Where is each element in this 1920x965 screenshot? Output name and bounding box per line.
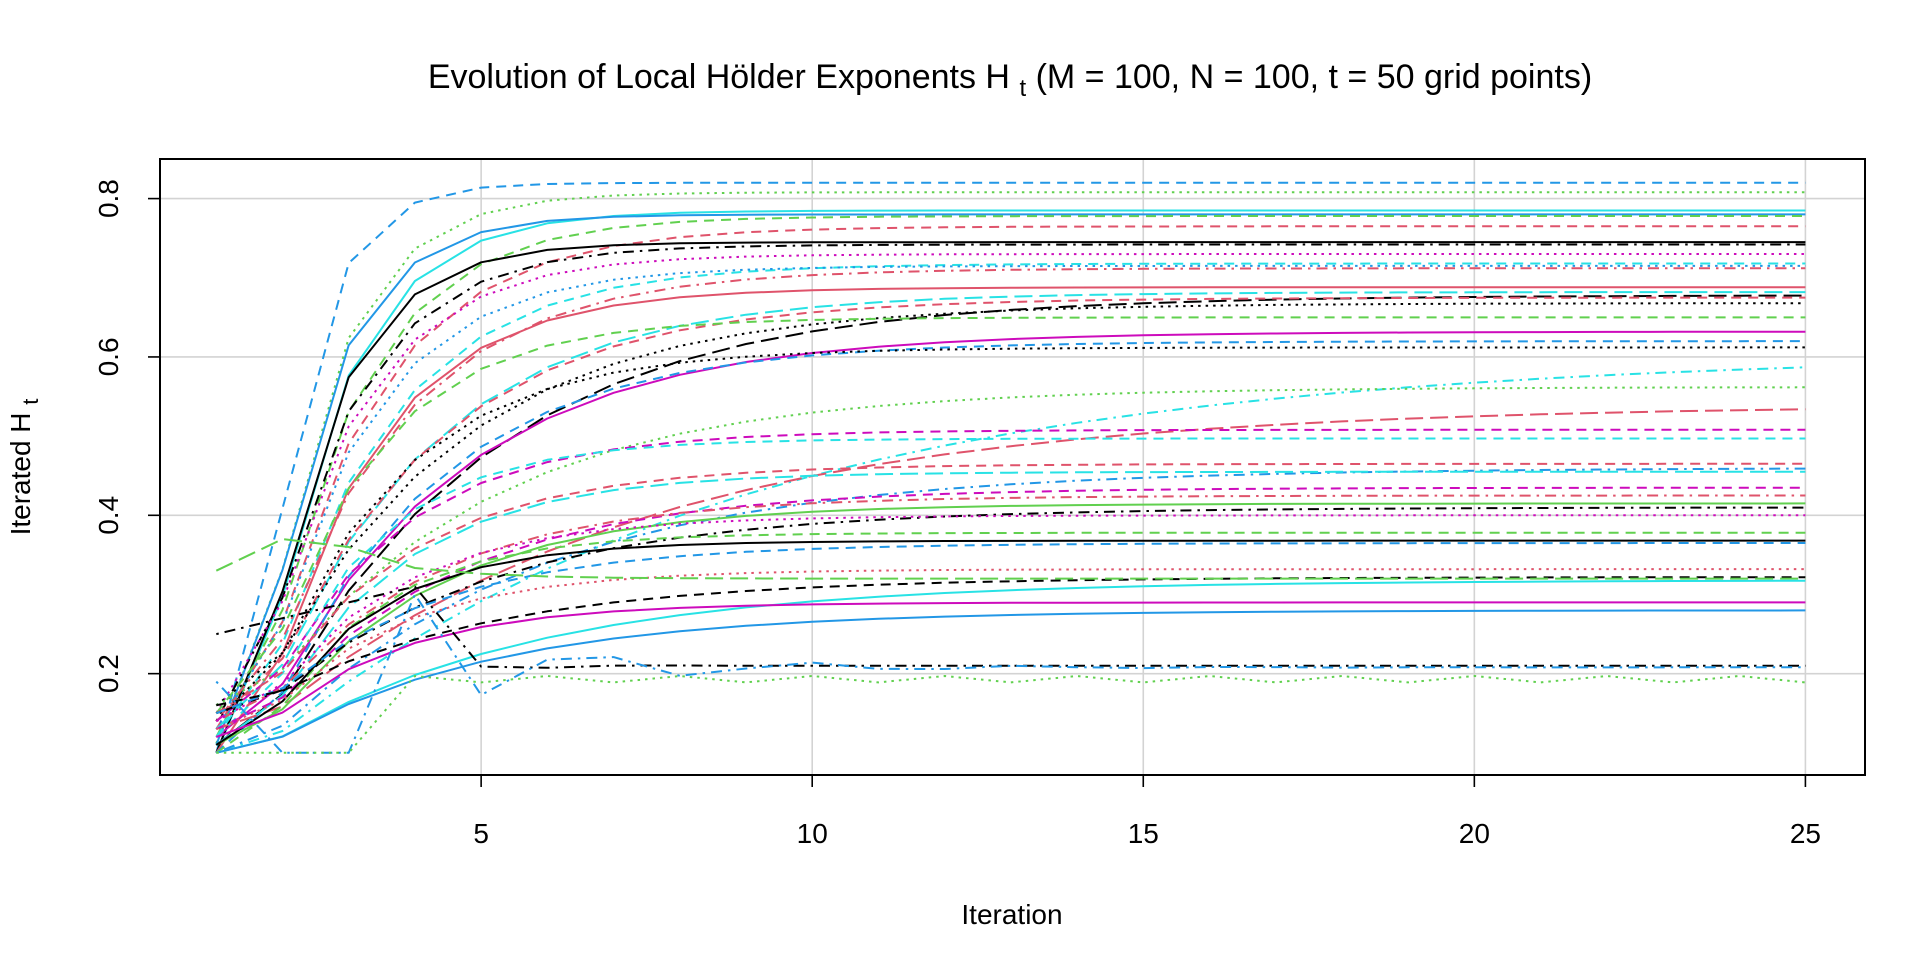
x-tick-label: 15 [1128, 818, 1159, 849]
series-line [215, 486, 1806, 731]
chart-title: Evolution of Local Hölder Exponents H t … [428, 58, 1592, 104]
y-axis-title: Iterated H t [5, 399, 43, 536]
series-line [215, 462, 1806, 715]
series-line [215, 470, 1806, 746]
series-line [215, 568, 1806, 731]
y-tick-label: 0.8 [93, 179, 124, 218]
series-line [215, 502, 1806, 746]
series-line [215, 408, 1806, 731]
chart-title-subscript: t [1019, 75, 1026, 102]
series-line [215, 467, 1806, 754]
x-tick-label: 20 [1459, 818, 1490, 849]
y-tick-label: 0.2 [93, 654, 124, 693]
series-line [215, 213, 1806, 746]
series-line [215, 264, 1806, 730]
axes: 5 10 15 20 25 0.2 0.4 0.6 0.8 [93, 179, 1821, 849]
series-line [215, 494, 1806, 723]
series-line [216, 585, 1806, 669]
series-line [215, 386, 1806, 707]
series-line [215, 296, 1806, 722]
series-line [215, 366, 1806, 754]
series-line [215, 428, 1806, 722]
series-line [216, 579, 1806, 754]
series-line [215, 601, 1806, 738]
series-line [215, 243, 1806, 722]
x-tick-label: 25 [1790, 818, 1821, 849]
y-axis-title-subscript: t [18, 399, 43, 405]
series-line [215, 538, 1806, 580]
series-line [215, 340, 1806, 754]
chart-title-symbol: H [985, 58, 1010, 96]
series-line [215, 514, 1806, 723]
x-axis-title: Iteration [961, 899, 1062, 930]
y-tick-label: 0.4 [93, 496, 124, 535]
series-line [215, 286, 1806, 754]
series-line [215, 262, 1806, 738]
series-line [215, 531, 1806, 754]
series-line [215, 294, 1806, 746]
series-line [215, 346, 1806, 722]
x-tick-label: 5 [473, 818, 489, 849]
series-line [215, 316, 1806, 714]
grid-lines [160, 159, 1865, 775]
y-tick-label: 0.6 [93, 337, 124, 376]
series-line [215, 191, 1806, 744]
series-line [215, 542, 1806, 715]
series-line [215, 506, 1806, 715]
series-line [215, 302, 1806, 707]
chart-title-main: Evolution of Local Hölder Exponents [428, 58, 976, 96]
series-lines [215, 181, 1806, 754]
y-axis-title-main: Iterated H [5, 412, 36, 535]
plot-frame [159, 158, 1866, 776]
series-line [215, 225, 1806, 730]
series-line [215, 437, 1806, 738]
x-tick-label: 10 [797, 818, 828, 849]
series-line [215, 267, 1806, 722]
series-line [215, 241, 1806, 754]
series-line [216, 609, 1806, 754]
series-line [215, 291, 1806, 730]
chart-title-params: (M = 100, N = 100, t = 50 grid points) [1036, 58, 1593, 96]
series-line [215, 209, 1806, 754]
series-line [215, 181, 1806, 754]
series-line [216, 576, 1806, 707]
series-line [215, 215, 1806, 738]
series-line [216, 675, 1806, 754]
series-line [215, 253, 1806, 714]
series-line [215, 539, 1806, 746]
series-line [215, 330, 1806, 738]
